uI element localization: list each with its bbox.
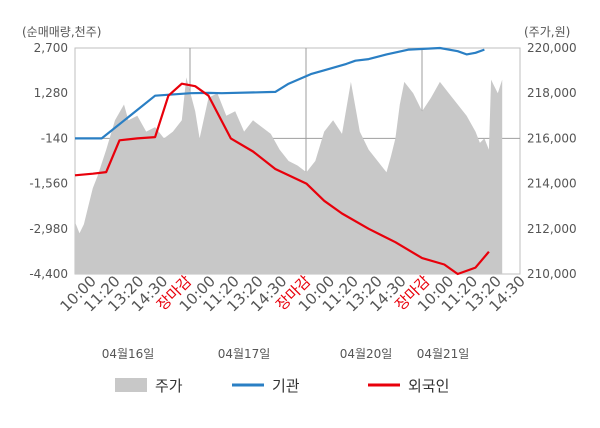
right-tick-label: 220,000	[527, 41, 577, 55]
legend-institution-label: 기관	[272, 377, 300, 395]
left-tick-label: -4,400	[29, 267, 68, 281]
legend: 주가 기관 외국인	[115, 377, 449, 395]
left-tick-label: 2,700	[34, 41, 68, 55]
left-tick-label: -140	[41, 131, 68, 145]
date-label: 04월20일	[340, 347, 393, 361]
date-label: 04월16일	[102, 347, 155, 361]
right-axis-label: (주가,원)	[524, 25, 570, 39]
left-tick-labels: 2,700 1,280 -140 -1,560 -2,980 -4,400	[29, 41, 68, 281]
legend-price-swatch	[115, 378, 147, 392]
series-line-institution	[75, 46, 485, 140]
left-tick-label: -2,980	[29, 222, 68, 236]
date-label: 04월17일	[218, 347, 271, 361]
line-layer	[74, 46, 490, 276]
series-line-foreign	[74, 82, 490, 276]
date-labels: 04월16일 04월17일 04월20일 04월21일	[102, 347, 470, 361]
right-tick-labels: 220,000 218,000 216,000 214,000 212,000 210,0…	[527, 41, 577, 281]
right-tick-label: 216,000	[527, 131, 577, 145]
right-tick-label: 218,000	[527, 86, 577, 100]
x-tick-labels: 10:0011:2013:2014:30장마감10:0011:2013:2014…	[57, 272, 529, 315]
legend-foreign-label: 외국인	[408, 377, 449, 395]
right-tick-label: 214,000	[527, 177, 577, 191]
left-axis-label: (순매매량,천주)	[22, 24, 101, 39]
legend-price-label: 주가	[155, 377, 183, 395]
left-tick-label: -1,560	[29, 177, 68, 191]
date-label: 04월21일	[417, 347, 470, 361]
right-tick-label: 210,000	[527, 267, 577, 281]
left-tick-label: 1,280	[34, 86, 68, 100]
right-tick-label: 212,000	[527, 222, 577, 236]
